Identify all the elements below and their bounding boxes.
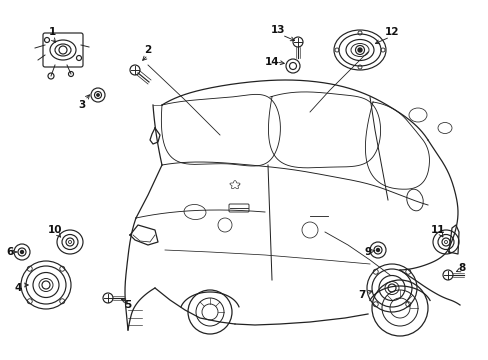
Text: 3: 3 [78, 100, 85, 110]
Text: 2: 2 [144, 45, 151, 55]
Text: 12: 12 [384, 27, 398, 37]
Circle shape [20, 251, 23, 253]
Circle shape [97, 94, 99, 96]
Text: 1: 1 [48, 27, 56, 37]
Text: 7: 7 [358, 290, 365, 300]
Text: 10: 10 [48, 225, 62, 235]
Text: 14: 14 [264, 57, 279, 67]
Text: 4: 4 [14, 283, 21, 293]
Text: 13: 13 [270, 25, 285, 35]
Text: 8: 8 [457, 263, 465, 273]
Text: 5: 5 [124, 300, 131, 310]
Circle shape [376, 248, 379, 252]
Text: 9: 9 [364, 247, 371, 257]
Circle shape [357, 48, 361, 52]
Text: 11: 11 [430, 225, 445, 235]
Text: 6: 6 [6, 247, 14, 257]
